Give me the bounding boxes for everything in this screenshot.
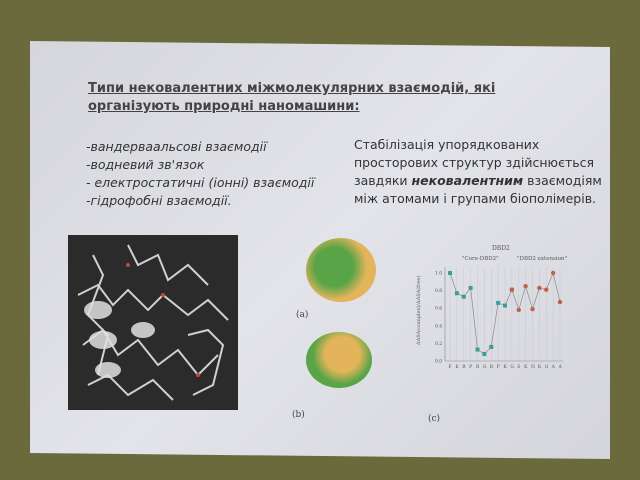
- data-point: [461, 294, 466, 299]
- data-point: [523, 284, 528, 289]
- protein-surface-b: [306, 332, 372, 388]
- stick-model: [77, 244, 229, 401]
- slide-title: Типи нековалентних міжмолекулярних взаєм…: [88, 81, 496, 114]
- y-tick-label: 0.2: [435, 341, 442, 347]
- data-point: [496, 300, 501, 305]
- list-item: -водневий зв'язок: [86, 157, 205, 172]
- x-tick-label: R: [476, 364, 480, 370]
- caption-a: (a): [296, 310, 309, 320]
- molecular-structure-image: [68, 235, 238, 410]
- data-point: [448, 271, 452, 275]
- y-tick-label: 0.4: [435, 323, 442, 329]
- data-point: [475, 347, 480, 352]
- y-axis-label: ΔASA(complex)/ΔASA(free): [415, 276, 422, 345]
- x-tick-label: G: [483, 364, 487, 370]
- y-tick-label: 0.6: [435, 306, 442, 312]
- x-tick-label: K: [455, 364, 459, 370]
- x-tick-label: R: [462, 364, 466, 370]
- x-tick-label: P: [469, 364, 472, 370]
- series-line: [449, 272, 513, 355]
- series-line: [511, 271, 561, 312]
- data-point: [509, 287, 515, 292]
- y-tick-label: 1.0: [435, 271, 442, 277]
- data-point: [530, 306, 535, 312]
- data-point: [482, 351, 487, 356]
- data-point: [557, 299, 563, 305]
- data-point: [544, 287, 549, 292]
- x-tick-label: R: [490, 364, 494, 370]
- data-point: [550, 270, 556, 276]
- x-tick-label: N: [531, 364, 535, 370]
- x-tick-label: P: [497, 364, 500, 370]
- chart-title: DBD2: [492, 245, 510, 252]
- x-tick-label: A: [551, 364, 556, 370]
- data-point: [489, 344, 494, 349]
- data-point: [516, 307, 521, 313]
- x-tick-label: F: [449, 364, 452, 370]
- stabilization-paragraph: Стабілізація упорядкованих просторових с…: [354, 136, 604, 208]
- caption-c: (c): [428, 414, 441, 424]
- annotation-core: "Core-DBD2": [462, 256, 499, 262]
- x-tick-label: K: [524, 364, 528, 370]
- x-tick-label: G: [545, 364, 549, 370]
- annotation-extension: "DBD2 extension": [517, 256, 567, 262]
- list-item: -вандерваальсові взаємодії: [86, 139, 267, 154]
- data-point: [503, 303, 507, 308]
- data-point: [468, 285, 473, 290]
- x-tick-label: K: [538, 364, 542, 370]
- protein-surface-a: [306, 238, 376, 302]
- data-point: [537, 285, 542, 291]
- caption-b: (b): [292, 410, 305, 420]
- x-tick-label: A: [558, 364, 563, 370]
- list-item: -гідрофобні взаємодії.: [86, 193, 232, 208]
- data-point: [454, 291, 459, 296]
- para-bold: нековалентним: [411, 173, 524, 188]
- para-text: Стабілізація упорядкованих просторових с…: [354, 137, 594, 188]
- y-tick-label: 0.8: [435, 288, 442, 294]
- y-tick-label: 0.0: [435, 359, 442, 365]
- para-text-end: взаємодіям між атомами і групами біополі…: [354, 173, 602, 206]
- list-item: - електростатичні (іонні) взаємодії: [86, 175, 315, 190]
- x-tick-label: G: [510, 364, 514, 370]
- x-tick-label: S: [517, 364, 520, 370]
- x-tick-label: K: [504, 364, 508, 370]
- interaction-list: -вандерваальсові взаємодії -водневий зв'…: [86, 138, 314, 210]
